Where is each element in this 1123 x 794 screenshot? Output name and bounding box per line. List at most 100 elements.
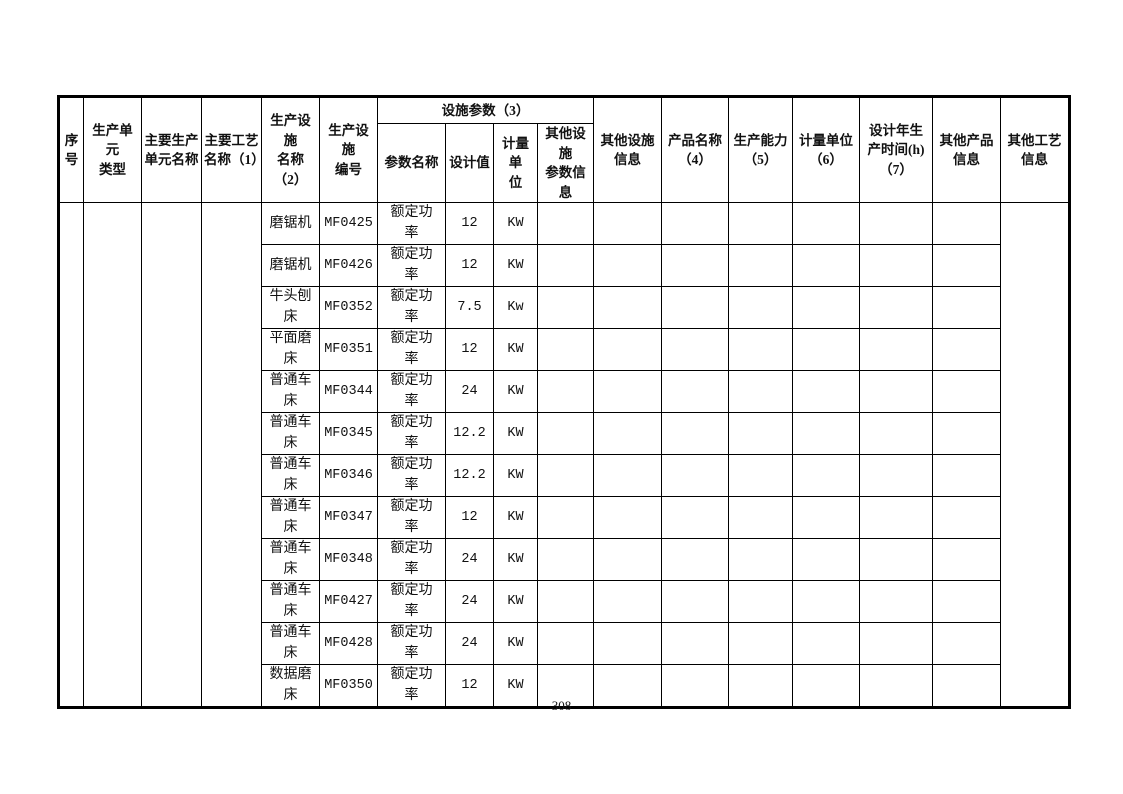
table-body: 磨锯机 MF0425 额定功 率 12 KW 磨锯机 MF0426 额定功 率 … bbox=[58, 202, 1070, 708]
capacity-unit-cell bbox=[792, 328, 860, 372]
header-product-name: 产品名称 （4） bbox=[661, 95, 729, 204]
other-facility-info-cell bbox=[593, 286, 662, 330]
capacity-cell bbox=[728, 244, 793, 288]
capacity-cell bbox=[728, 538, 793, 582]
param-unit-cell: KW bbox=[493, 202, 538, 246]
header-capacity: 生产能力 （5） bbox=[728, 95, 793, 204]
product-name-cell bbox=[661, 454, 729, 498]
header-facility-code: 生产设施 编号 bbox=[319, 95, 378, 204]
facility-name-cell: 普通车 床 bbox=[261, 496, 320, 540]
param-unit-cell: KW bbox=[493, 580, 538, 624]
facility-name-cell: 普通车 床 bbox=[261, 370, 320, 414]
design-time-cell bbox=[859, 202, 933, 246]
capacity-unit-cell bbox=[792, 244, 860, 288]
capacity-unit-cell bbox=[792, 538, 860, 582]
other-param-info-cell bbox=[537, 412, 594, 456]
param-name-cell: 额定功 率 bbox=[377, 370, 446, 414]
capacity-cell bbox=[728, 496, 793, 540]
param-name-cell: 额定功 率 bbox=[377, 244, 446, 288]
facility-code-cell: MF0350 bbox=[319, 664, 378, 708]
param-unit-cell: KW bbox=[493, 328, 538, 372]
facility-name-cell: 普通车 床 bbox=[261, 454, 320, 498]
param-name-cell: 额定功 率 bbox=[377, 328, 446, 372]
param-name-cell: 额定功 率 bbox=[377, 496, 446, 540]
capacity-cell bbox=[728, 580, 793, 624]
design-value-cell: 12.2 bbox=[445, 412, 494, 456]
other-facility-info-cell bbox=[593, 496, 662, 540]
other-facility-info-cell bbox=[593, 454, 662, 498]
param-unit-cell: Kw bbox=[493, 286, 538, 330]
other-facility-info-cell bbox=[593, 328, 662, 372]
other-param-info-cell bbox=[537, 622, 594, 666]
other-param-info-cell bbox=[537, 370, 594, 414]
capacity-unit-cell bbox=[792, 412, 860, 456]
param-unit-cell: KW bbox=[493, 244, 538, 288]
facility-code-cell: MF0346 bbox=[319, 454, 378, 498]
header-param-name: 参数名称 bbox=[377, 122, 446, 204]
table-row: 普通车 床 MF0427 额定功 率 24 KW bbox=[59, 580, 1070, 624]
design-time-cell bbox=[859, 370, 933, 414]
product-name-cell bbox=[661, 622, 729, 666]
table-row: 普通车 床 MF0428 额定功 率 24 KW bbox=[59, 622, 1070, 666]
capacity-cell bbox=[728, 622, 793, 666]
serial-cell-merged bbox=[58, 202, 84, 708]
facility-name-cell: 普通车 床 bbox=[261, 538, 320, 582]
other-param-info-cell bbox=[537, 202, 594, 246]
param-unit-cell: KW bbox=[493, 538, 538, 582]
param-unit-cell: KW bbox=[493, 412, 538, 456]
param-name-cell: 额定功 率 bbox=[377, 202, 446, 246]
facility-name-cell: 普通车 床 bbox=[261, 580, 320, 624]
design-value-cell: 12 bbox=[445, 202, 494, 246]
facility-name-cell: 平面磨 床 bbox=[261, 328, 320, 372]
param-name-cell: 额定功 率 bbox=[377, 664, 446, 708]
other-param-info-cell bbox=[537, 496, 594, 540]
param-name-cell: 额定功 率 bbox=[377, 286, 446, 330]
param-unit-cell: KW bbox=[493, 454, 538, 498]
facility-name-cell: 普通车 床 bbox=[261, 412, 320, 456]
facility-code-cell: MF0426 bbox=[319, 244, 378, 288]
table-row: 普通车 床 MF0348 额定功 率 24 KW bbox=[59, 538, 1070, 582]
facility-code-cell: MF0352 bbox=[319, 286, 378, 330]
header-design-time: 设计年生 产时间(h) （7） bbox=[859, 95, 933, 204]
other-facility-info-cell bbox=[593, 538, 662, 582]
param-name-cell: 额定功 率 bbox=[377, 538, 446, 582]
facility-code-cell: MF0351 bbox=[319, 328, 378, 372]
header-process-name: 主要工艺 名称（1） bbox=[201, 95, 262, 204]
facility-name-cell: 磨锯机 bbox=[261, 202, 320, 246]
product-name-cell bbox=[661, 202, 729, 246]
header-facility-params-group: 设施参数（3） bbox=[377, 96, 594, 124]
other-facility-info-cell bbox=[593, 622, 662, 666]
design-value-cell: 24 bbox=[445, 538, 494, 582]
param-name-cell: 额定功 率 bbox=[377, 622, 446, 666]
param-unit-cell: KW bbox=[493, 370, 538, 414]
product-name-cell bbox=[661, 244, 729, 288]
other-param-info-cell bbox=[537, 580, 594, 624]
facility-parameters-table: 序 号 生产单元 类型 主要生产 单元名称 主要工艺 名称（1） 生产设施 名称… bbox=[57, 95, 1071, 709]
capacity-cell bbox=[728, 370, 793, 414]
design-time-cell bbox=[859, 328, 933, 372]
facility-code-cell: MF0425 bbox=[319, 202, 378, 246]
capacity-cell bbox=[728, 328, 793, 372]
capacity-unit-cell bbox=[792, 370, 860, 414]
facility-code-cell: MF0344 bbox=[319, 370, 378, 414]
capacity-unit-cell bbox=[792, 454, 860, 498]
design-time-cell bbox=[859, 454, 933, 498]
design-value-cell: 12.2 bbox=[445, 454, 494, 498]
unit-type-cell-merged bbox=[83, 202, 142, 708]
table-row: 磨锯机 MF0426 额定功 率 12 KW bbox=[59, 244, 1070, 288]
capacity-cell bbox=[728, 412, 793, 456]
design-value-cell: 24 bbox=[445, 370, 494, 414]
other-product-info-cell bbox=[932, 328, 1001, 372]
other-product-info-cell bbox=[932, 664, 1001, 708]
header-unit-name: 主要生产 单元名称 bbox=[141, 95, 202, 204]
param-name-cell: 额定功 率 bbox=[377, 580, 446, 624]
param-unit-cell: KW bbox=[493, 496, 538, 540]
table-header: 序 号 生产单元 类型 主要生产 单元名称 主要工艺 名称（1） 生产设施 名称… bbox=[58, 95, 1070, 204]
header-facility-name: 生产设施 名称（2） bbox=[261, 95, 320, 204]
design-value-cell: 12 bbox=[445, 244, 494, 288]
unit-name-cell-merged bbox=[141, 202, 202, 708]
other-product-info-cell bbox=[932, 538, 1001, 582]
other-param-info-cell bbox=[537, 244, 594, 288]
product-name-cell bbox=[661, 328, 729, 372]
product-name-cell bbox=[661, 580, 729, 624]
